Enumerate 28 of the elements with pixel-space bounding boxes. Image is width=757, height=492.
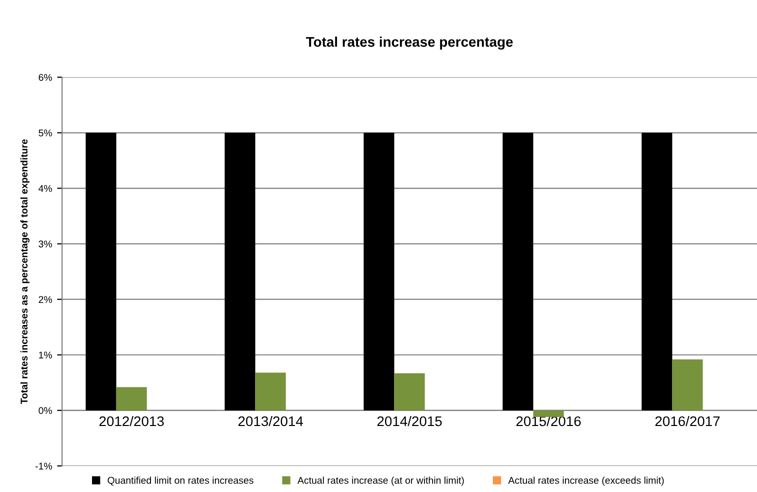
y-tick-label: 6%: [38, 74, 52, 81]
bar: [116, 387, 147, 410]
y-tick-label: 4%: [38, 185, 52, 192]
legend-label: Actual rates increase (at or within limit): [297, 476, 464, 486]
legend-label: Actual rates increase (exceeds limit): [508, 476, 664, 486]
legend-label: Quantified limit on rates increases: [108, 476, 254, 486]
x-tick-label: 2015/2016: [516, 416, 581, 426]
y-tick-label: 5%: [38, 130, 52, 136]
x-tick-label: 2016/2017: [655, 416, 720, 426]
bar: [642, 132, 672, 410]
bar: [672, 359, 703, 410]
bar: [224, 132, 256, 410]
y-tick-label: 2%: [38, 296, 52, 303]
y-tick-label: 0%: [38, 407, 52, 414]
bar: [86, 132, 116, 410]
y-tick-label: -1%: [35, 462, 52, 470]
chart-title: Total rates increase percentage: [306, 36, 513, 50]
y-tick-label: 3%: [38, 240, 52, 248]
y-tick-label: 1%: [39, 352, 52, 358]
bar: [502, 132, 534, 410]
y-axis-title: Total rates increases as a percentage of total expenditure: [20, 139, 30, 404]
bar: [364, 132, 394, 410]
bar: [533, 410, 564, 418]
bar: [255, 372, 286, 410]
x-tick-label: 2014/2015: [377, 416, 442, 426]
x-tick-label: 2012/2013: [99, 416, 164, 426]
bar: [394, 373, 425, 410]
x-tick-label: 2013/2014: [238, 416, 303, 426]
